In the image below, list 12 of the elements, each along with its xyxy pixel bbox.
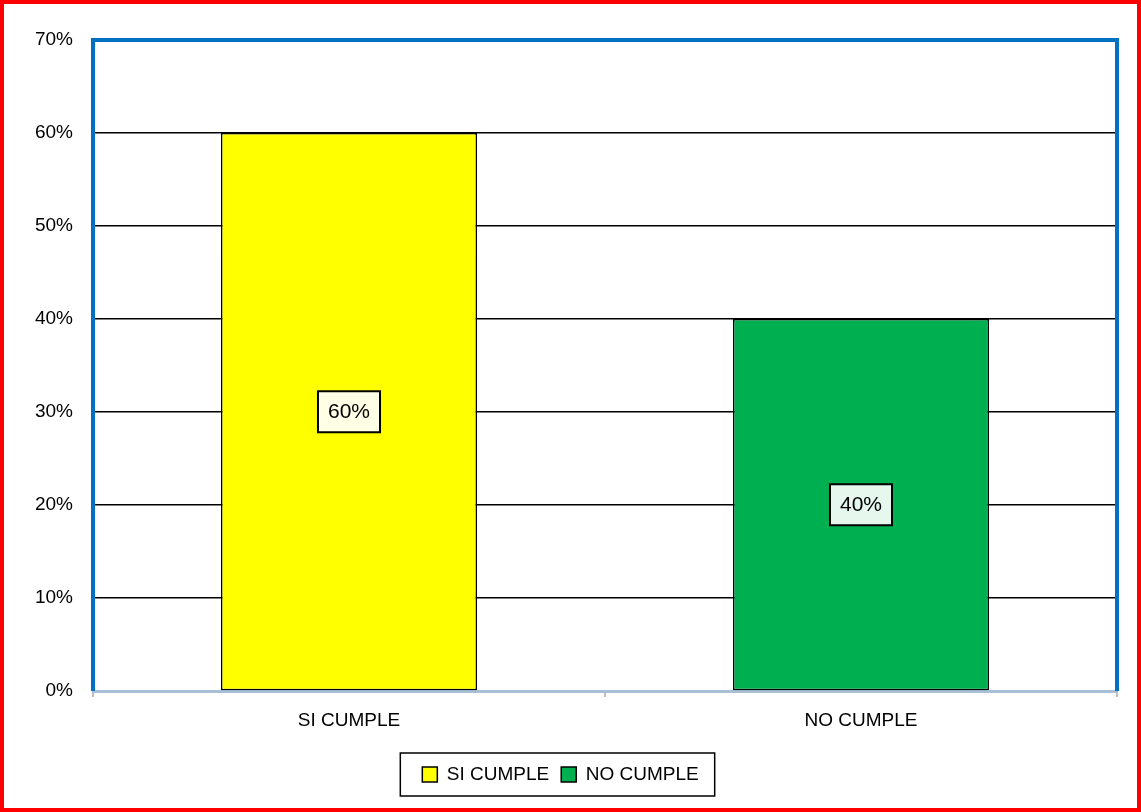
legend-label: SI CUMPLE [446, 762, 550, 784]
y-tick-label: 20% [34, 493, 74, 515]
y-tick-label: 10% [34, 586, 74, 608]
y-tick-label: 40% [34, 307, 74, 329]
y-tick-label: 30% [34, 400, 74, 422]
y-tick-label: 60% [34, 121, 74, 143]
data-label: 60% [327, 399, 371, 423]
y-tick-label: 50% [34, 214, 74, 236]
y-tick-label: 70% [34, 28, 74, 50]
data-label: 40% [839, 492, 883, 516]
legend-label: NO CUMPLE [585, 762, 699, 784]
y-tick-label: 0% [45, 679, 74, 701]
